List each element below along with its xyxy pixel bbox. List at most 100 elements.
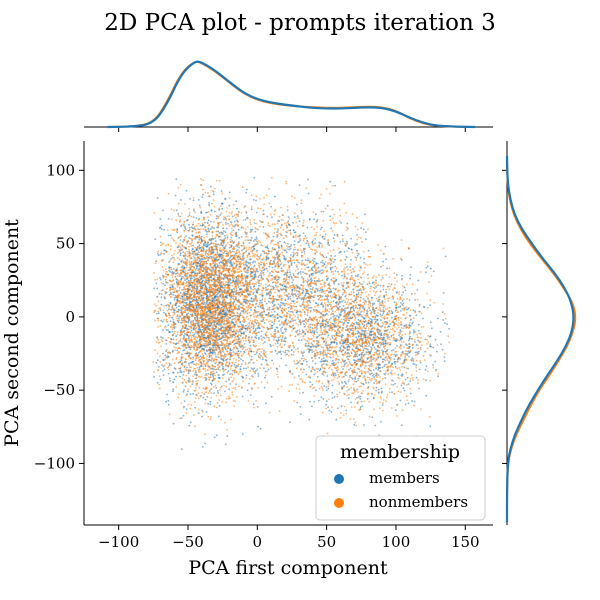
scatter-point xyxy=(237,294,240,296)
scatter-point xyxy=(171,330,174,333)
scatter-point xyxy=(373,351,376,354)
scatter-point xyxy=(193,373,196,376)
scatter-point xyxy=(305,360,308,363)
scatter-point xyxy=(370,313,373,315)
scatter-point xyxy=(425,365,428,368)
scatter-point xyxy=(263,349,265,352)
scatter-point xyxy=(207,230,210,233)
scatter-point xyxy=(369,309,372,312)
scatter-point xyxy=(448,327,450,330)
scatter-point xyxy=(292,251,295,254)
scatter-point xyxy=(299,377,301,380)
scatter-point xyxy=(218,376,221,379)
scatter-point xyxy=(331,337,334,339)
scatter-point xyxy=(231,263,234,266)
scatter-point xyxy=(381,404,384,406)
scatter-point xyxy=(384,305,386,308)
scatter-point xyxy=(247,261,249,264)
scatter-point xyxy=(316,262,319,265)
scatter-point xyxy=(308,351,310,354)
scatter-point xyxy=(263,337,266,339)
scatter-point xyxy=(249,219,252,221)
scatter-point xyxy=(400,424,403,427)
scatter-point xyxy=(268,306,271,309)
scatter-point xyxy=(402,291,405,294)
scatter-point xyxy=(326,375,329,377)
scatter-point xyxy=(341,300,343,303)
scatter-point xyxy=(250,236,253,239)
scatter-point xyxy=(341,308,344,311)
scatter-point xyxy=(293,240,296,243)
scatter-point xyxy=(178,305,180,308)
scatter-point xyxy=(356,234,358,236)
scatter-point xyxy=(424,350,427,353)
scatter-point xyxy=(165,343,168,345)
scatter-point xyxy=(264,370,267,373)
scatter-point xyxy=(173,298,176,301)
scatter-point xyxy=(334,255,336,257)
scatter-point xyxy=(318,241,321,244)
scatter-point xyxy=(350,259,352,261)
scatter-point xyxy=(343,318,345,321)
scatter-point xyxy=(322,219,325,222)
scatter-point xyxy=(296,329,299,332)
scatter-point xyxy=(340,385,343,388)
scatter-point xyxy=(277,278,280,280)
scatter-point xyxy=(242,346,245,349)
scatter-point xyxy=(156,381,159,384)
scatter-point xyxy=(370,318,373,321)
scatter-point xyxy=(346,222,349,225)
scatter-point xyxy=(165,328,168,331)
scatter-point xyxy=(409,277,411,280)
scatter-point xyxy=(264,359,267,361)
scatter-point xyxy=(381,325,384,327)
scatter-point xyxy=(184,257,187,260)
scatter-point xyxy=(356,238,359,241)
scatter-point xyxy=(248,339,251,342)
scatter-point xyxy=(388,336,391,339)
scatter-point xyxy=(407,367,409,370)
scatter-point xyxy=(300,283,303,286)
scatter-point xyxy=(161,266,164,268)
scatter-point xyxy=(182,251,185,254)
scatter-point xyxy=(185,235,188,238)
scatter-point xyxy=(304,292,307,295)
scatter-point xyxy=(166,357,169,359)
scatter-point xyxy=(341,321,343,324)
scatter-point xyxy=(358,281,361,284)
scatter-point xyxy=(353,423,356,426)
scatter-point xyxy=(341,293,344,296)
scatter-point xyxy=(276,326,279,329)
scatter-point xyxy=(238,305,241,307)
scatter-point xyxy=(212,262,215,265)
scatter-point xyxy=(226,357,229,360)
scatter-point xyxy=(403,286,406,289)
scatter-point xyxy=(206,192,209,195)
scatter-point xyxy=(270,250,273,253)
scatter-point xyxy=(346,301,349,304)
scatter-point xyxy=(240,358,242,360)
scatter-point xyxy=(293,243,296,246)
scatter-point xyxy=(352,268,354,270)
scatter-point xyxy=(159,278,162,281)
scatter-point xyxy=(253,222,256,224)
scatter-point xyxy=(371,374,374,377)
scatter-point xyxy=(332,362,335,365)
scatter-point xyxy=(309,278,312,281)
scatter-point xyxy=(254,329,257,332)
scatter-point xyxy=(387,362,390,364)
scatter-point xyxy=(259,367,262,370)
scatter-point xyxy=(381,390,383,393)
scatter-point xyxy=(374,348,377,350)
scatter-point xyxy=(373,376,376,379)
scatter-point xyxy=(366,398,369,400)
scatter-point xyxy=(432,346,435,349)
scatter-point xyxy=(156,252,159,255)
scatter-point xyxy=(167,329,169,331)
scatter-point xyxy=(318,245,320,248)
scatter-point xyxy=(439,331,442,333)
scatter-point xyxy=(337,270,339,273)
scatter-points xyxy=(152,176,451,457)
scatter-point xyxy=(401,294,403,296)
scatter-point xyxy=(355,380,358,383)
